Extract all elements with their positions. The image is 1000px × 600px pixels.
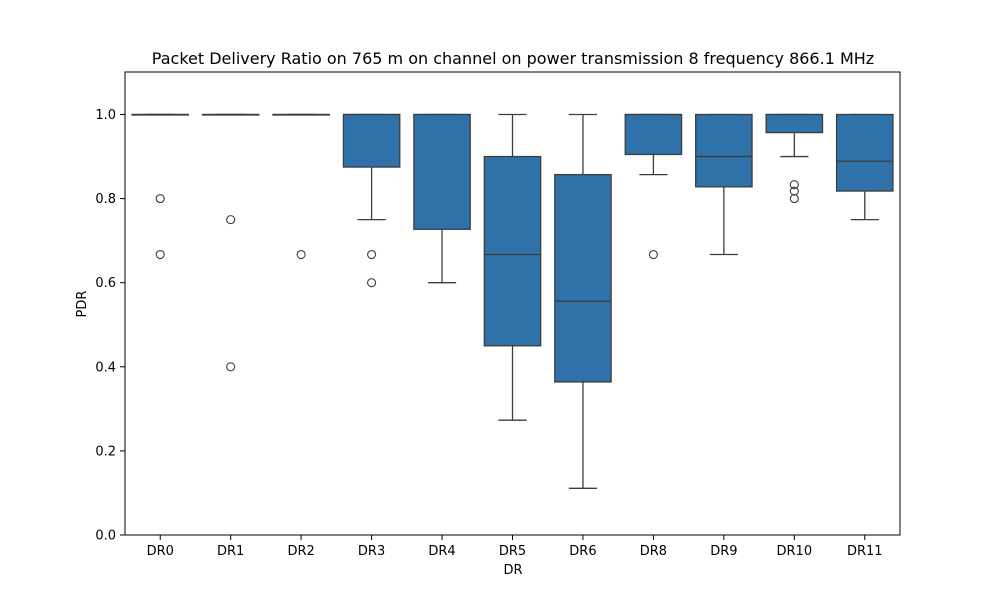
box-group	[835, 113, 894, 221]
box-group	[342, 113, 401, 288]
y-tick-label: 0.6	[95, 276, 116, 291]
box-group	[131, 113, 190, 260]
x-tick-label: DR5	[499, 544, 526, 559]
plot-area	[131, 113, 894, 489]
box-group	[765, 113, 824, 204]
box-group	[201, 113, 260, 372]
box	[765, 113, 824, 134]
y-axis-label: PDR	[75, 291, 90, 318]
x-tick-label: DR2	[287, 544, 314, 559]
box	[413, 113, 471, 230]
y-tick-label: 1.0	[95, 108, 116, 123]
outlier-point	[789, 180, 799, 190]
x-tick-label: DR4	[428, 544, 455, 559]
outlier-point	[296, 249, 306, 260]
y-tick-label: 0.4	[95, 360, 116, 375]
y-tick-label: 0.2	[95, 444, 116, 459]
box	[695, 113, 753, 188]
x-tick-label: DR6	[569, 544, 596, 559]
x-tick-label: DR11	[847, 544, 883, 559]
outlier-point	[155, 194, 165, 204]
x-tick-label: DR8	[640, 544, 667, 559]
x-tick-label: DR0	[147, 544, 174, 559]
box-group	[624, 113, 683, 260]
outlier-point	[226, 215, 236, 225]
box	[554, 173, 612, 383]
outlier-point	[226, 362, 236, 372]
x-tick-label: DR3	[358, 544, 385, 559]
box-group	[272, 113, 330, 260]
y-tick-label: 0.8	[95, 192, 116, 207]
chart-title: Packet Delivery Ratio on 765 m on channe…	[152, 49, 874, 68]
box	[483, 155, 542, 347]
outlier-point	[367, 278, 377, 288]
outlier-point	[367, 249, 377, 260]
box	[835, 113, 894, 192]
box-group	[483, 113, 542, 421]
box	[624, 113, 683, 156]
box-group	[554, 113, 612, 489]
box	[342, 113, 401, 168]
x-tick-label: DR9	[710, 544, 737, 559]
x-axis-label: DR	[503, 563, 522, 578]
box-group	[413, 113, 471, 284]
y-tick-label: 0.0	[95, 529, 116, 544]
y-axis: 0.0 0.2 0.4 0.6 0.8 1.0	[95, 108, 125, 544]
x-tick-label: DR1	[217, 544, 244, 559]
outlier-point	[648, 249, 658, 260]
x-axis: DR0 DR1 DR2 DR3 DR4 DR5 DR6 DR8 DR9 DR10 DR11	[147, 535, 883, 559]
outlier-point	[155, 249, 165, 260]
box-group	[695, 113, 753, 256]
outlier-point	[789, 194, 799, 204]
x-tick-label: DR10	[777, 544, 813, 559]
